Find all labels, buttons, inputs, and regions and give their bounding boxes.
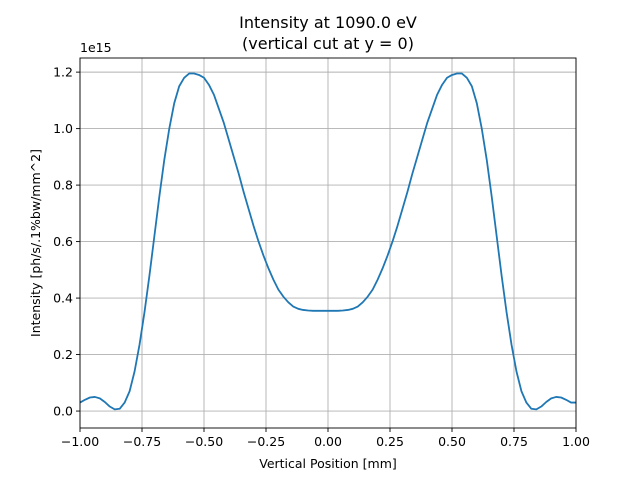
x-tick-label: 0.25 (376, 434, 404, 449)
y-axis-label: Intensity [ph/s/.1%bw/mm^2] (28, 149, 43, 337)
x-tick-label: −0.75 (123, 434, 161, 449)
x-tick-label: 1.00 (562, 434, 590, 449)
y-offset-label: 1e15 (80, 40, 112, 55)
grid (79, 58, 577, 428)
chart-title-line2: (vertical cut at y = 0) (242, 34, 414, 53)
y-tick-label: 1.2 (53, 65, 73, 80)
x-axis-ticks: −1.00 −0.75 −0.50 −0.25 0.00 0.25 0.50 0.75 1.00 (61, 428, 590, 449)
y-tick-label: 0.6 (53, 234, 73, 249)
x-tick-label: 0.00 (314, 434, 342, 449)
x-tick-label: 0.50 (438, 434, 466, 449)
chart-title-line1: Intensity at 1090.0 eV (239, 13, 417, 32)
x-tick-label: −0.50 (185, 434, 223, 449)
y-tick-label: 0.4 (53, 291, 73, 306)
x-axis-label: Vertical Position [mm] (259, 456, 397, 471)
x-tick-label: −1.00 (61, 434, 99, 449)
series-line-0 (79, 72, 576, 411)
y-tick-label: 0.8 (53, 178, 73, 193)
x-tick-label: 0.75 (500, 434, 528, 449)
y-tick-label: 0.0 (53, 404, 73, 419)
x-tick-label: −0.25 (247, 434, 285, 449)
plot-area (79, 72, 576, 411)
y-axis-ticks: 0.0 0.2 0.4 0.6 0.8 1.0 1.2 (53, 65, 80, 419)
y-tick-label: 0.2 (53, 347, 73, 362)
y-tick-label: 1.0 (53, 121, 73, 136)
